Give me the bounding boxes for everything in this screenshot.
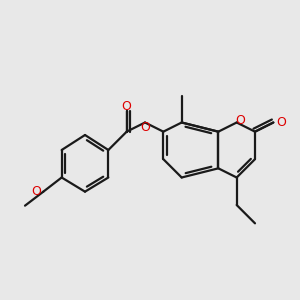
Text: O: O xyxy=(122,100,132,113)
Text: O: O xyxy=(276,116,286,129)
Text: O: O xyxy=(140,121,150,134)
Text: O: O xyxy=(236,114,246,127)
Text: O: O xyxy=(31,185,41,198)
